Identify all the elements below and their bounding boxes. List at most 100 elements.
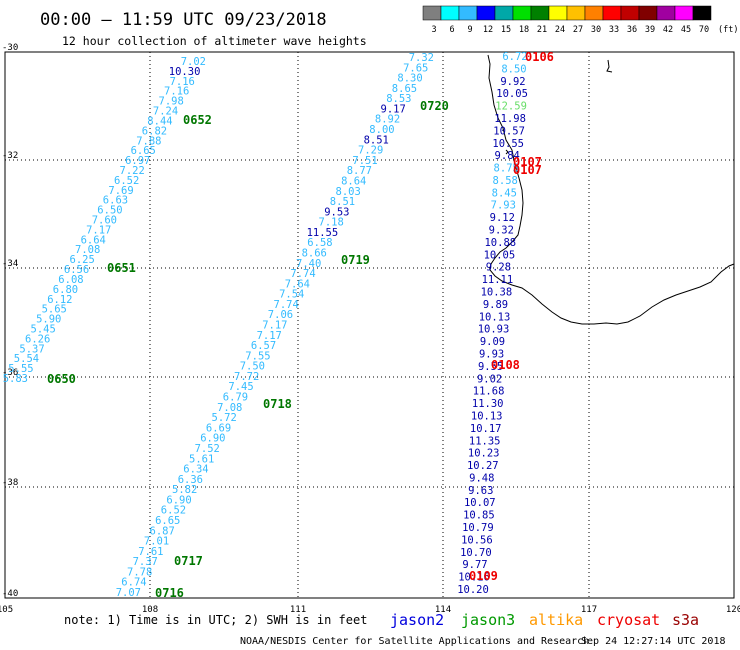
wave-height-value: 10.56 [461,534,493,546]
wave-height-value: 7.29 [358,145,383,157]
pass-timestamp: 0720 [420,99,449,113]
wave-height-value: 7.32 [409,52,434,64]
wave-height-value: 7.08 [217,402,242,414]
wave-height-value: 9.55 [478,361,503,373]
coastline-western-australia [487,54,735,325]
wave-height-value: 6.82 [142,125,167,137]
wave-height-value: 11.35 [469,435,501,447]
wave-height-value: 10.79 [462,522,494,534]
wave-height-value: 10.05 [496,88,528,100]
wave-height-value: 11.11 [482,274,514,286]
wave-height-value: 10.88 [484,237,516,249]
wave-height-value: 7.08 [75,244,100,256]
island-rottnest [505,149,509,155]
wave-height-value: 7.61 [138,546,163,558]
wave-height-value: 11.68 [473,386,505,398]
wave-height-value: 7.37 [133,556,158,568]
pass-timestamp: 0717 [174,554,203,568]
pass-timestamp: 0652 [183,113,212,127]
wave-height-value: 6.58 [307,237,332,249]
wave-height-value: 6.97 [125,155,150,167]
colorbar-label: 39 [645,25,655,35]
wave-height-value: 8.65 [392,83,417,95]
wave-height-value: 7.69 [108,185,133,197]
wave-height-value: 9.02 [477,373,502,385]
wave-height-value: 7.16 [170,76,195,88]
wave-height-value: 6.69 [206,422,231,434]
longitude-label: 111 [290,605,306,615]
wave-height-value: 5.54 [14,353,39,365]
wave-height-value: 8.58 [493,175,518,187]
colorbar-label: 21 [537,25,547,35]
colorbar-legend: 3 6 9 12 15 18 21 24 27 30 33 36 39 42 45 70 (ft) [422,5,738,35]
wave-height-value: 10.38 [481,287,513,299]
wave-height-value: 9.77 [462,559,487,571]
colorbar-swatch [422,5,442,21]
satellite-legend-item: jason3 [461,611,515,629]
wave-height-value: 6.72 [502,51,527,63]
wave-height-value: 7.17 [262,320,287,332]
wave-height-value: 8.00 [369,124,394,136]
latitude-label: -36 [2,368,18,378]
wave-height-value: 7.98 [159,96,184,108]
wave-height-value: 5.72 [212,412,237,424]
wave-height-value: 7.64 [285,278,310,290]
wave-height-value: 6.57 [251,340,276,352]
colorbar-label: 9 [467,25,472,35]
pass-timestamp: 0716 [155,586,184,600]
wave-height-value: 9.48 [469,472,494,484]
wave-height-value: 6.26 [25,333,50,345]
longitude-label: 108 [142,605,158,615]
wave-height-value: 6.36 [178,474,203,486]
satellite-legend-item: s3a [672,611,699,629]
wave-height-value: 5.45 [31,324,56,336]
colorbar-label: 27 [573,25,583,35]
wave-height-value: 8.64 [341,176,366,188]
satellite-legend-item: cryosat [597,611,660,629]
colorbar-label: 12 [483,25,493,35]
colorbar-swatch [692,5,712,21]
wave-height-value: 5.65 [42,304,67,316]
wave-height-value: 7.93 [491,200,516,212]
footer-note: note: 1) Time is in UTC; 2) SWH is in fe… [64,613,367,627]
pass-timestamp: 0650 [47,372,76,386]
wave-height-value: 7.51 [352,155,377,167]
longitude-label: 105 [0,605,13,615]
colorbar-label: 6 [449,25,454,35]
wave-height-value: 7.50 [240,361,265,373]
colorbar-label: 70 [699,25,709,35]
wave-height-value: 6.52 [114,175,139,187]
wave-height-value: 7.74 [290,268,315,280]
wave-height-value: 6.64 [81,234,106,246]
wave-height-value: 8.77 [347,165,372,177]
pass-timestamp: 0107 [513,155,542,169]
wave-height-value: 7.01 [144,536,169,548]
wave-height-value: 9.92 [500,76,525,88]
wave-height-value: 8.45 [492,187,517,199]
wave-height-value: 9.12 [490,212,515,224]
wave-height-value: 8.92 [375,114,400,126]
colorbar-swatch [566,5,586,21]
colorbar-unit: (ft) [718,25,738,35]
colorbar-swatch [638,5,658,21]
wave-height-value: 5.90 [36,314,61,326]
colorbar-label: 3 [431,25,436,35]
longitude-label: 117 [581,605,597,615]
latitude-label: -32 [2,151,18,161]
wave-height-value: 7.17 [86,224,111,236]
wave-height-value: 10.23 [468,448,500,460]
colorbar-label: 18 [519,25,529,35]
colorbar-swatch [512,5,532,21]
colorbar-swatch [494,5,514,21]
latitude-label: -30 [2,43,18,53]
latitude-label: -34 [2,259,18,269]
footer-credit: NOAA/NESDIS Center for Satellite Applica… [240,636,589,647]
wave-height-value: 10.27 [467,460,499,472]
longitude-label: 120 [726,605,740,615]
wave-height-value: 7.22 [120,165,145,177]
wave-height-value: 6.52 [161,505,186,517]
wave-height-value: 10.55 [492,138,524,150]
pass-timestamp: 0107 [513,163,542,177]
wave-height-value: 7.06 [268,309,293,321]
colorbar-swatch [674,5,694,21]
